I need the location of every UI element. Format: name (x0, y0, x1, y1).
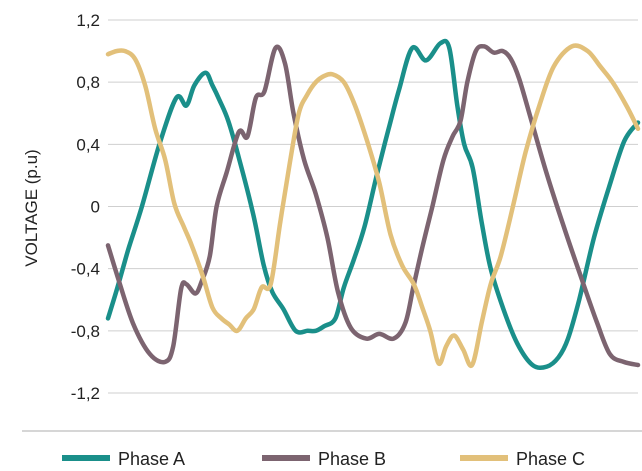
y-tick-label: -1,2 (71, 384, 100, 403)
series-line-phase-c (105, 43, 641, 369)
legend-label-phase-c: Phase C (516, 449, 585, 469)
legend: Phase A Phase B Phase C (62, 449, 585, 469)
series-lines (105, 38, 641, 370)
y-tick-label: 0,8 (76, 73, 100, 92)
legend-label-phase-a: Phase A (118, 449, 185, 469)
series-line-phase-b (105, 43, 641, 368)
y-tick-label: -0,4 (71, 260, 100, 279)
y-tick-labels: 1,2 0,8 0,4 0 -0,4 -0,8 -1,2 (71, 11, 100, 403)
y-tick-label: -0,8 (71, 322, 100, 341)
series-line-phase-a (105, 38, 641, 370)
y-axis-title: VOLTAGE (p.u) (22, 149, 41, 266)
legend-label-phase-b: Phase B (318, 449, 386, 469)
y-tick-label: 0 (91, 198, 100, 217)
y-tick-label: 0,4 (76, 135, 100, 154)
y-tick-label: 1,2 (76, 11, 100, 30)
